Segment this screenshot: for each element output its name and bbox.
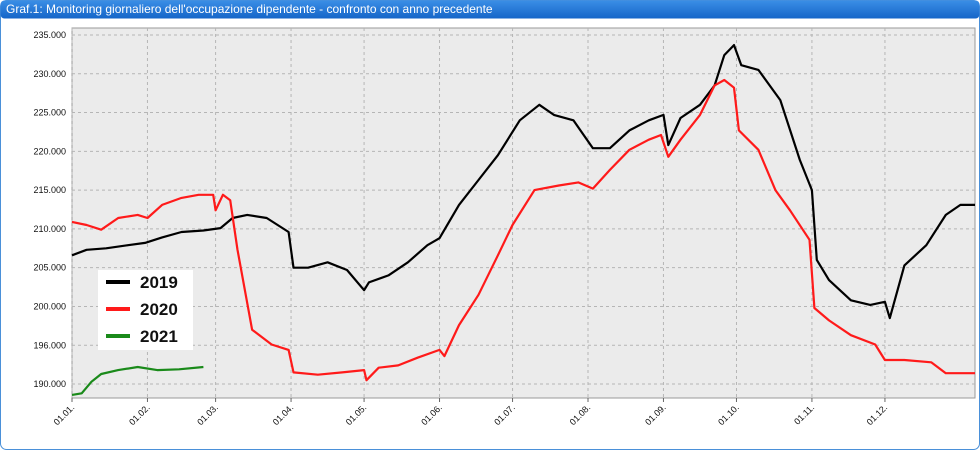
y-tick-label: 200.000 <box>33 301 66 311</box>
y-tick-label: 190.000 <box>33 379 66 389</box>
series-line <box>71 44 975 320</box>
header-bar <box>0 0 980 19</box>
y-tick-label: 196.000 <box>33 340 66 350</box>
y-tick-label: 215.000 <box>33 185 66 195</box>
y-tick-label: 210.000 <box>33 224 66 234</box>
series-line <box>71 365 204 396</box>
y-tick-label: 235.000 <box>33 30 66 40</box>
legend-label: 2021 <box>140 327 178 346</box>
series-line <box>71 78 975 382</box>
chart-title: Graf.1: Monitoring giornaliero dell'occu… <box>6 2 493 16</box>
legend-label: 2020 <box>140 300 178 319</box>
y-tick-label: 220.000 <box>33 146 66 156</box>
y-tick-label: 205.000 <box>33 263 66 273</box>
legend-label: 2019 <box>140 273 178 292</box>
y-tick-label: 230.000 <box>33 69 66 79</box>
plot-area <box>71 27 976 399</box>
y-tick-label: 225.000 <box>33 108 66 118</box>
